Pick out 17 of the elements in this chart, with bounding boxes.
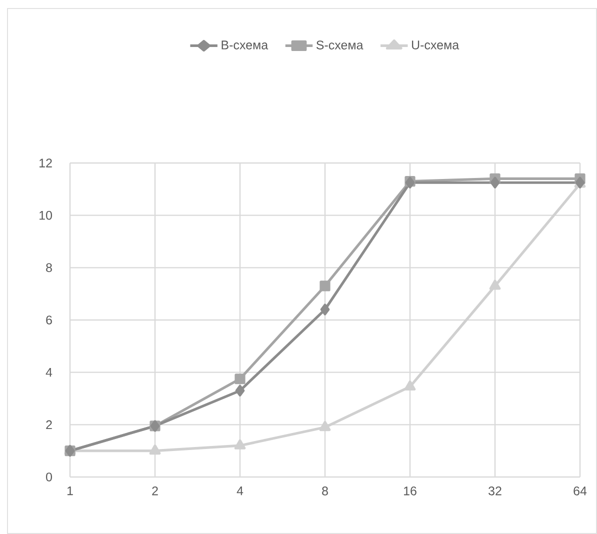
x-tick-label: 1 (67, 486, 73, 496)
y-tick-label: 0 (46, 472, 52, 482)
x-tick-label: 32 (488, 486, 502, 496)
y-tick-label: 4 (46, 368, 52, 377)
x-tick-label: 8 (322, 486, 328, 496)
legend-label: S-схема (316, 40, 364, 50)
legend-label: B-схема (222, 40, 268, 50)
y-tick-label: 12 (40, 158, 52, 168)
legend-label: U-схема (412, 40, 460, 50)
y-tick-label: 2 (46, 420, 52, 430)
x-tick-label: 16 (404, 486, 416, 496)
y-tick-label: 6 (46, 316, 52, 324)
x-tick-label: 64 (574, 486, 587, 496)
x-tick-label: 4 (236, 486, 244, 496)
x-tick-label: 2 (152, 486, 158, 496)
y-tick-label: 10 (40, 210, 52, 220)
y-tick-label: 8 (46, 263, 52, 272)
